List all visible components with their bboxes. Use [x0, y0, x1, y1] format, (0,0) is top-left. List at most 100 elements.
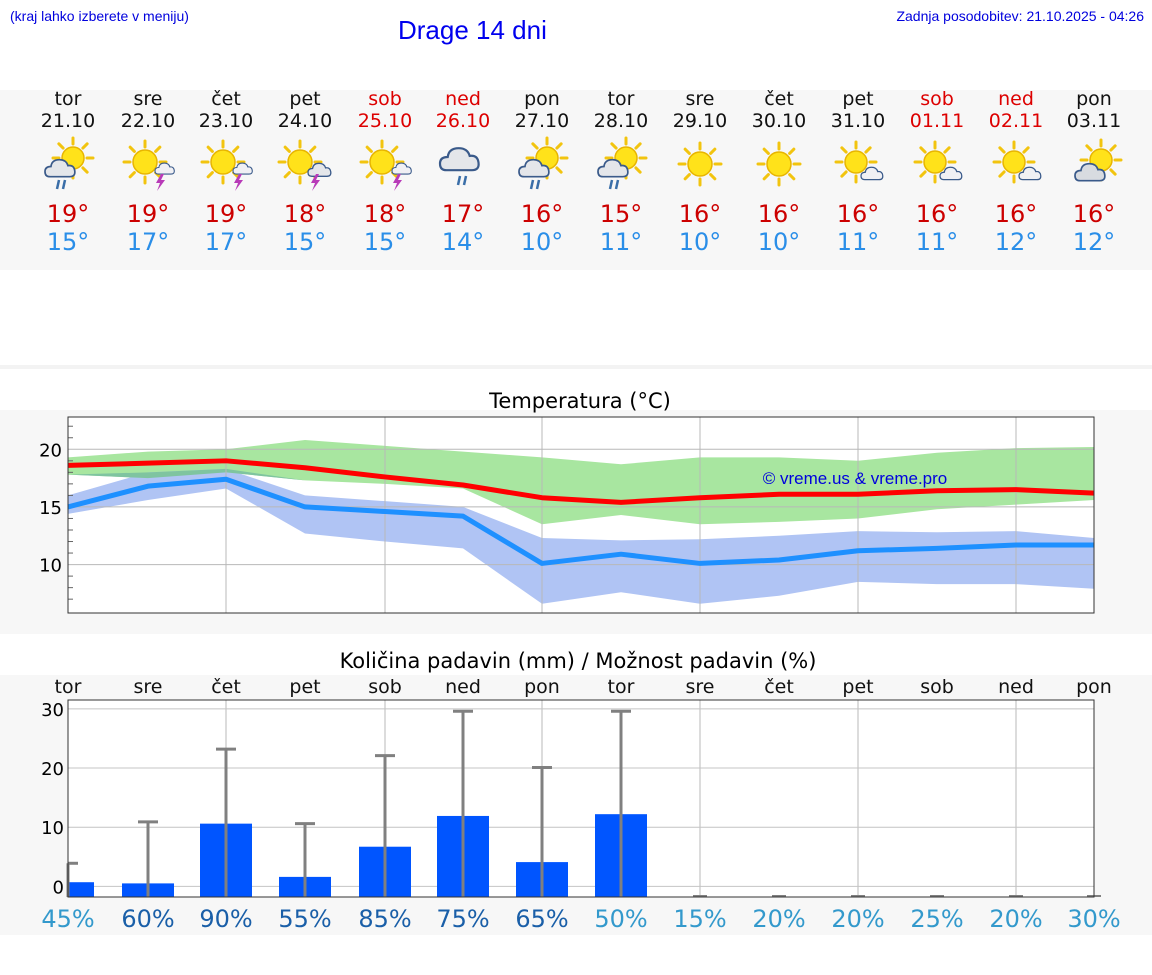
cloud-outline	[391, 162, 412, 175]
temp-min: 10°	[757, 228, 801, 256]
day-name: pet	[289, 88, 321, 110]
rain-drops	[456, 175, 468, 186]
temp-min: 11°	[915, 228, 959, 256]
min-temperature-line	[67, 476, 1094, 566]
sun-cloud-rain-icon	[597, 136, 648, 190]
day-name: sob	[920, 88, 954, 110]
day-column: pet 24.10 18° 15°	[270, 88, 340, 256]
day-column: čet 30.10 16° 10°	[744, 88, 814, 256]
sun-ray	[762, 147, 770, 155]
temperature-chart: 10 15 20 © vreme.us & vreme.pro	[39, 416, 1095, 614]
sun-ray	[634, 142, 642, 150]
temp-max: 18°	[283, 200, 327, 228]
day-name: ned	[445, 88, 481, 110]
sun-cloud-rain-icon	[44, 136, 95, 190]
temp-max: 15°	[599, 200, 643, 228]
sun-ray	[634, 166, 642, 174]
sun-icon	[756, 141, 802, 187]
precipitation-day-label: tor	[55, 676, 82, 698]
day-date: 22.10	[120, 110, 176, 132]
temp-min: 10°	[520, 228, 564, 256]
sun-ray	[709, 147, 717, 155]
day-date: 28.10	[593, 110, 649, 132]
day-date: 02.11	[988, 110, 1044, 132]
temp-max: 19°	[126, 200, 170, 228]
sun-disc	[210, 149, 236, 175]
sun-ray	[1109, 144, 1117, 152]
temp-min: 11°	[599, 228, 643, 256]
day-column: sre 22.10 19° 17°	[113, 88, 183, 256]
temp-max: 16°	[915, 200, 959, 228]
sun-disc	[1002, 150, 1026, 174]
cloud-outline	[232, 162, 253, 175]
sun-cloud-icon	[1074, 138, 1123, 182]
sun-small-cloud-icon	[913, 140, 963, 184]
lightning-bolt	[393, 174, 402, 191]
sun-ray	[391, 145, 399, 153]
day-column: ned 02.11 16° 12°	[981, 88, 1051, 256]
sun-ray	[154, 145, 162, 153]
sun-ray	[709, 173, 717, 181]
precipitation-day-label: sob	[920, 676, 954, 698]
temp-min: 15°	[363, 228, 407, 256]
sun-disc	[687, 151, 713, 177]
precipitation-probability: 65%	[515, 905, 568, 933]
sun-ray	[232, 145, 240, 153]
sun-ray	[998, 170, 1006, 178]
sun-ray	[365, 145, 373, 153]
sun-icon	[756, 141, 802, 187]
sun-ray	[683, 173, 691, 181]
day-date: 21.10	[40, 110, 96, 132]
precipitation-probability: 20%	[752, 905, 805, 933]
sun-cloud-thunder-icon	[277, 139, 332, 191]
day-date: 27.10	[514, 110, 570, 132]
day-column: pon 27.10 16° 10°	[507, 88, 577, 256]
precipitation-probability: 50%	[594, 905, 647, 933]
cloud-outline	[44, 158, 76, 178]
sun-disc	[132, 149, 158, 175]
sun-thunder-icon	[122, 139, 175, 191]
cloud-shape	[391, 162, 412, 175]
cloud-shape	[860, 166, 884, 181]
cloud-shape	[597, 158, 629, 178]
sun-cloud-rain-icon	[44, 136, 95, 190]
precipitation-tick-label: 20	[41, 759, 64, 780]
sun-cloud-rain-icon	[597, 136, 648, 190]
temp-min: 17°	[126, 228, 170, 256]
rain-drop	[535, 179, 541, 190]
rain-drop	[529, 179, 535, 190]
sun-ray	[788, 147, 796, 155]
day-column: tor 28.10 15° 11°	[586, 88, 656, 256]
temperature-tick-label: 20	[39, 440, 62, 461]
cloud-shape	[438, 147, 480, 172]
temperature-tick-label: 10	[39, 556, 62, 577]
day-name: pon	[524, 88, 560, 110]
temperature-band-overlap	[68, 468, 1094, 525]
precipitation-day-label: pon	[1076, 676, 1112, 698]
temperature-tick-label: 15	[39, 498, 62, 519]
precipitation-probability: 15%	[673, 905, 726, 933]
day-column: sre 29.10 16° 10°	[665, 88, 735, 256]
sun-thunder-icon	[122, 139, 175, 191]
precipitation-frame	[67, 699, 1095, 898]
day-name: pon	[1076, 88, 1112, 110]
day-column: ned 26.10 17° 14°	[428, 88, 498, 256]
day-date: 26.10	[435, 110, 491, 132]
precipitation-probability: 25%	[910, 905, 963, 933]
precipitation-day-label: ned	[445, 676, 481, 698]
day-date: 29.10	[672, 110, 728, 132]
temperature-frame	[67, 416, 1095, 614]
sun-thunder-icon	[200, 139, 253, 191]
sun-cloud-rain-icon	[518, 136, 569, 190]
precipitation-tick-label: 0	[53, 877, 64, 898]
temp-max: 16°	[520, 200, 564, 228]
precipitation-probability: 55%	[278, 905, 331, 933]
day-date: 03.11	[1066, 110, 1122, 132]
day-date: 23.10	[198, 110, 254, 132]
sun-ray	[206, 145, 214, 153]
day-name: tor	[607, 88, 635, 110]
sun-shape	[200, 139, 246, 185]
sun-thunder-icon	[359, 139, 412, 191]
rain-drop	[456, 175, 462, 186]
